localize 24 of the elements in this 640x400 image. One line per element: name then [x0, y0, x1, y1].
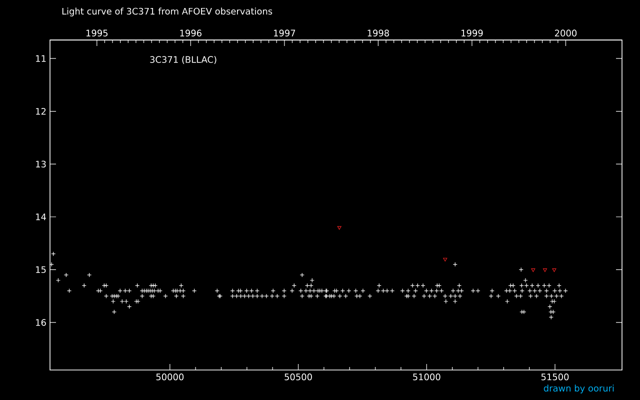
x2-tick-label: 1998 [368, 30, 389, 36]
y-tick-label: 15 [36, 266, 46, 274]
chart-title: Light curve of 3C371 from AFOEV observations [62, 8, 272, 16]
annotation: 3C371 (BLLAC) [150, 56, 216, 64]
x-tick-label: 51000 [413, 374, 440, 380]
x2-tick-label: 1999 [462, 30, 483, 36]
y-tick-label: 14 [36, 214, 46, 220]
x2-tick-label: 1996 [180, 30, 202, 36]
x2-tick-label: 1997 [274, 30, 296, 36]
point [531, 268, 536, 272]
point [443, 258, 448, 262]
x-tick-label: 51500 [541, 374, 569, 380]
y-tick-label: 12 [36, 108, 46, 115]
x2-tick-label: 1995 [86, 30, 108, 36]
text: drawn by ooruri [544, 384, 614, 394]
point [552, 268, 556, 272]
x2-tick-label: 2000 [554, 30, 577, 36]
point [337, 226, 342, 230]
y-tick-label: 16 [36, 319, 46, 326]
y-tick-label: 13 [36, 160, 46, 168]
y-tick-label: 11 [36, 55, 46, 62]
x-tick-label: 50500 [284, 374, 312, 380]
point [542, 268, 548, 272]
x-tick-label: 50000 [156, 374, 184, 380]
